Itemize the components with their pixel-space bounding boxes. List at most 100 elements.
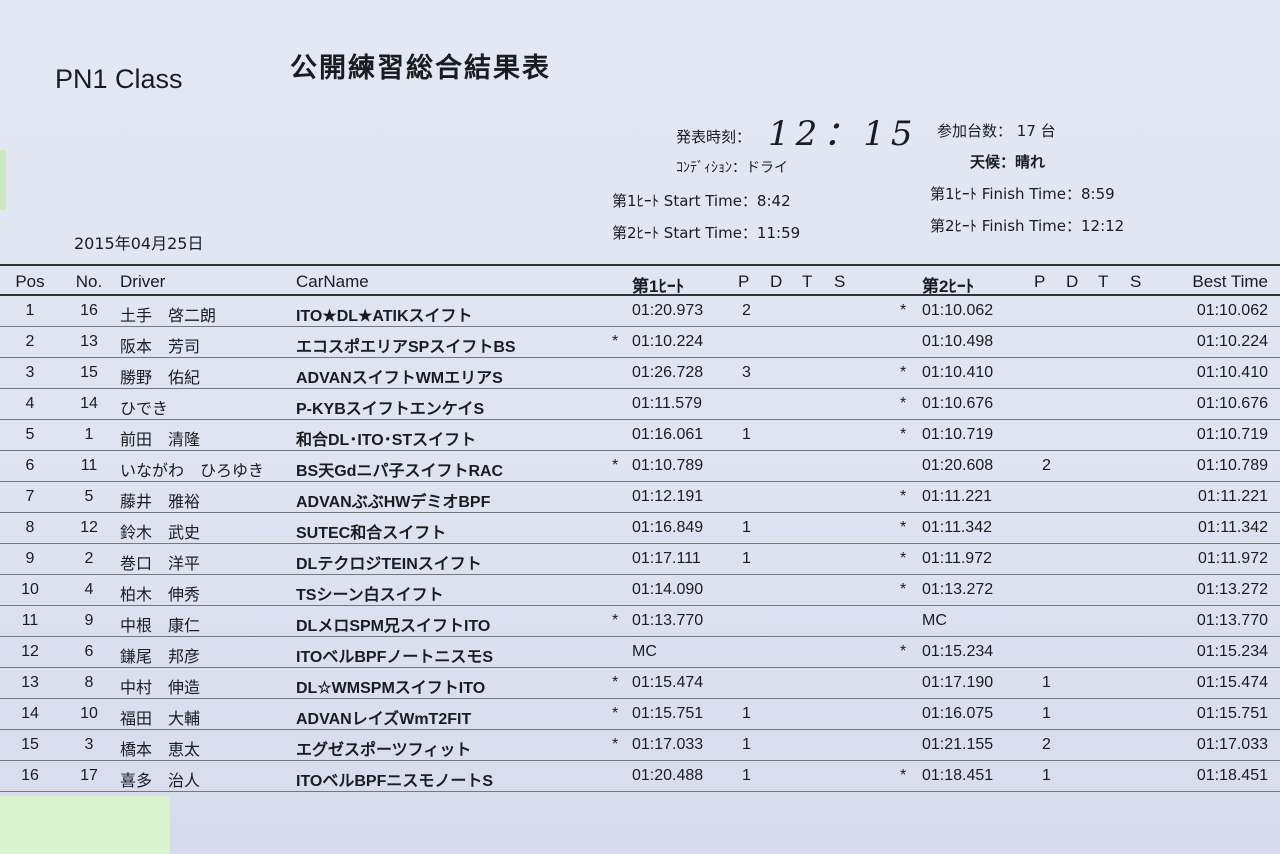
cell-best: 01:17.033 bbox=[1196, 736, 1268, 753]
cell-h1: 01:16.061 bbox=[632, 426, 704, 443]
cell-best: 01:13.770 bbox=[1196, 612, 1268, 629]
cell-best: 01:11.221 bbox=[1198, 488, 1268, 505]
cell-h1: 01:20.488 bbox=[632, 767, 704, 784]
cell-h1: 01:15.474 bbox=[632, 674, 704, 691]
cell-h2: 01:11.342 bbox=[922, 519, 992, 536]
announce-time-handwritten: 12：15 bbox=[768, 114, 919, 154]
cell-pos: 4 bbox=[25, 395, 35, 412]
cell-no: 2 bbox=[84, 550, 94, 567]
cell-p1: 1 bbox=[742, 519, 751, 536]
cell-p1: 1 bbox=[742, 705, 751, 722]
cell-h1: 01:12.191 bbox=[632, 488, 704, 505]
col-pos: Pos bbox=[15, 272, 45, 291]
cell-driver: 橋本 恵太 bbox=[120, 742, 201, 759]
cell-p1: 1 bbox=[742, 426, 751, 443]
entries-value: 17 台 bbox=[1016, 122, 1056, 140]
cell-p2: 1 bbox=[1042, 674, 1051, 691]
cell-s2: * bbox=[900, 364, 907, 381]
cell-best: 01:11.972 bbox=[1198, 550, 1268, 567]
table-row: 14 10 福田 大輔 ADVANレイズWmT2FIT * 01:15.751 1 01:16… bbox=[0, 699, 1280, 730]
cell-pos: 11 bbox=[21, 612, 39, 629]
cell-no: 6 bbox=[84, 643, 94, 660]
col-driver: Driver bbox=[120, 272, 166, 291]
cell-h1: 01:17.033 bbox=[632, 736, 704, 753]
cell-pos: 16 bbox=[21, 767, 39, 784]
cell-p2: 1 bbox=[1042, 705, 1051, 722]
cell-driver: 巻口 洋平 bbox=[120, 556, 201, 573]
cell-best: 01:10.719 bbox=[1196, 426, 1268, 443]
cell-no: 11 bbox=[80, 457, 98, 474]
cell-driver: 前田 清隆 bbox=[120, 432, 201, 449]
cell-no: 5 bbox=[84, 488, 94, 505]
cell-car: ADVANスイフトWMエリアS bbox=[296, 370, 503, 387]
cell-car: ADVANぶぶHWデミオBPF bbox=[296, 494, 491, 511]
cell-p1: 1 bbox=[742, 550, 751, 567]
cell-s1: * bbox=[612, 612, 619, 629]
table-row: 2 13 阪本 芳司 エコスポエリアSPスイフトBS * 01:10.224 01:10.4… bbox=[0, 327, 1280, 358]
cell-s2: * bbox=[900, 643, 907, 660]
heat1-finish-time: 第1ﾋｰﾄ Finish Time：8:59 bbox=[930, 185, 1115, 203]
table-row: 13 8 中村 伸造 DL☆WMSPMスイフトITO * 01:15.474 01:17.1… bbox=[0, 668, 1280, 699]
table-row: 15 3 橋本 恵太 エグゼスポーツフィット * 01:17.033 1 01:21.155 2… bbox=[0, 730, 1280, 761]
cell-p2: 2 bbox=[1042, 736, 1051, 753]
cell-best: 01:18.451 bbox=[1196, 767, 1268, 784]
cell-h2: 01:10.410 bbox=[922, 364, 994, 381]
sticky-note-tab bbox=[0, 150, 6, 210]
cell-s2: * bbox=[900, 519, 907, 536]
heat2-start-time: 第2ﾋｰﾄ Start Time：11:59 bbox=[612, 224, 801, 242]
cell-car: エコスポエリアSPスイフトBS bbox=[296, 339, 516, 356]
cell-s2: * bbox=[900, 302, 907, 319]
cell-p1: 1 bbox=[742, 767, 751, 784]
cell-s1: * bbox=[612, 736, 619, 753]
cell-p2: 1 bbox=[1042, 767, 1051, 784]
cell-no: 14 bbox=[80, 395, 98, 412]
cell-driver: 喜多 治人 bbox=[120, 773, 201, 790]
cell-h2: 01:18.451 bbox=[922, 767, 994, 784]
cell-pos: 12 bbox=[21, 643, 39, 660]
cell-pos: 10 bbox=[21, 581, 39, 598]
cell-driver: 阪本 芳司 bbox=[120, 339, 201, 356]
col-heat1: 第1ﾋｰﾄ bbox=[632, 277, 684, 296]
cell-car: ITOベルBPFノートニスモS bbox=[296, 649, 494, 666]
cell-pos: 13 bbox=[21, 674, 39, 691]
cell-driver: 福田 大輔 bbox=[120, 711, 201, 728]
table-row: 10 4 柏木 伸秀 TSシーン白スイフト 01:14.090 * 01:13.272 01:… bbox=[0, 575, 1280, 606]
table-row: 11 9 中根 康仁 DLメロSPM兄スイフトITO * 01:13.770 MC 01:13… bbox=[0, 606, 1280, 637]
cell-s1: * bbox=[612, 457, 619, 474]
cell-no: 13 bbox=[80, 333, 98, 350]
cell-s1: * bbox=[612, 333, 619, 350]
col-heat2: 第2ﾋｰﾄ bbox=[922, 277, 974, 296]
cell-h2: 01:10.676 bbox=[922, 395, 994, 412]
weather-value: 晴れ bbox=[1015, 153, 1046, 171]
condition-value: ドライ bbox=[746, 160, 788, 176]
cell-car: DLメロSPM兄スイフトITO bbox=[296, 618, 491, 635]
cell-car: DL☆WMSPMスイフトITO bbox=[296, 680, 486, 697]
table-row: 16 17 喜多 治人 ITOベルBPFニスモノートS 01:20.488 1 * 01:18… bbox=[0, 761, 1280, 792]
cell-s2: * bbox=[900, 767, 907, 784]
cell-pos: 3 bbox=[25, 364, 35, 381]
cell-pos: 5 bbox=[25, 426, 35, 443]
cell-car: P-KYBスイフトエンケイS bbox=[296, 401, 485, 418]
cell-h2: 01:10.719 bbox=[922, 426, 994, 443]
cell-p1: 1 bbox=[742, 736, 751, 753]
cell-pos: 6 bbox=[25, 457, 35, 474]
col-best: Best Time bbox=[1192, 272, 1268, 291]
cell-s2: * bbox=[900, 426, 907, 443]
cell-no: 12 bbox=[80, 519, 98, 536]
cell-p1: 2 bbox=[742, 302, 751, 319]
cell-no: 3 bbox=[84, 736, 94, 753]
cell-car: ADVANレイズWmT2FIT bbox=[296, 711, 472, 728]
cell-no: 1 bbox=[84, 426, 94, 443]
cell-best: 01:15.474 bbox=[1196, 674, 1268, 691]
cell-driver: 土手 啓二朗 bbox=[120, 308, 217, 325]
cell-h1: 01:10.789 bbox=[632, 457, 704, 474]
cell-best: 01:15.751 bbox=[1196, 705, 1268, 722]
cell-pos: 8 bbox=[25, 519, 35, 536]
cell-best: 01:10.789 bbox=[1196, 457, 1268, 474]
table-row: 8 12 鈴木 武史 SUTEC和合スイフト 01:16.849 1 * 01:11.342 0… bbox=[0, 513, 1280, 544]
sticky-note bbox=[0, 796, 170, 854]
table-row: 3 15 勝野 佑紀 ADVANスイフトWMエリアS 01:26.728 3 * 01:10.… bbox=[0, 358, 1280, 389]
cell-no: 4 bbox=[84, 581, 94, 598]
